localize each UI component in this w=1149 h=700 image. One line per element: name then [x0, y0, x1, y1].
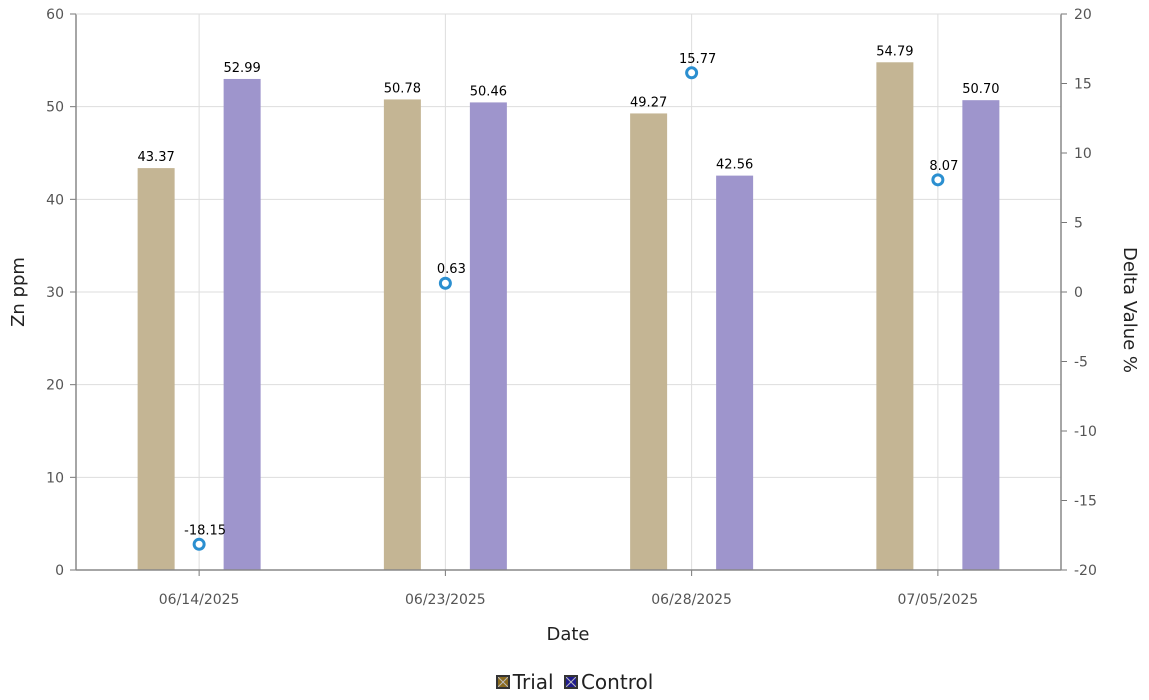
x-tick-label: 07/05/2025: [898, 592, 979, 608]
bar-control: [962, 100, 1000, 571]
x-tick-label: 06/28/2025: [651, 592, 732, 608]
data-label-control: 42.56: [716, 158, 753, 173]
bar-control: [716, 175, 754, 571]
bar-control: [469, 102, 507, 571]
y2-tick-label: -15: [1074, 494, 1097, 510]
y2-tick-label: 15: [1074, 77, 1092, 93]
y-tick-label: 10: [46, 470, 64, 486]
swatch-cross-icon: [565, 677, 576, 687]
delta-point: [192, 537, 206, 551]
y2-axis-title: Delta Value %: [1119, 247, 1140, 373]
y2-tick-label: 20: [1074, 7, 1092, 23]
x-tick-label: 06/14/2025: [159, 592, 240, 608]
y-tick-label: 20: [46, 378, 64, 394]
bar-trial: [630, 113, 668, 570]
y-tick-label: 60: [46, 7, 64, 23]
data-label-trial: 54.79: [876, 44, 913, 59]
legend-label-trial: Trial: [512, 670, 554, 694]
bar-trial: [876, 62, 914, 571]
data-label-control: 52.99: [224, 61, 261, 76]
y-tick-label: 40: [46, 192, 64, 208]
delta-point: [931, 173, 945, 187]
bar-trial: [137, 168, 175, 570]
y-axis-title: Zn ppm: [8, 257, 29, 327]
y-tick-label: 30: [46, 285, 64, 301]
data-label-trial: 43.37: [138, 150, 175, 165]
bar-control: [223, 78, 261, 570]
y-tick-label: 0: [55, 563, 64, 579]
data-label-delta: 0.63: [437, 262, 466, 277]
y2-tick-label: -20: [1074, 563, 1097, 579]
delta-points: [192, 66, 945, 551]
data-label-trial: 50.78: [384, 81, 421, 96]
x-tick-label: 06/23/2025: [405, 592, 486, 608]
y2-tick-label: 5: [1074, 216, 1083, 232]
y-tick-label: 50: [46, 100, 64, 116]
data-label-control: 50.70: [962, 82, 999, 97]
data-label-delta: 8.07: [929, 159, 958, 174]
data-label-delta: 15.77: [679, 52, 716, 67]
legend-swatch-trial: [495, 675, 510, 689]
legend: Trial Control: [0, 670, 1149, 694]
bars: [137, 62, 1000, 571]
data-label-trial: 49.27: [630, 95, 667, 110]
legend-swatch-control: [563, 675, 578, 689]
data-label-delta: -18.15: [184, 523, 226, 538]
swatch-cross-icon: [497, 677, 508, 687]
legend-item-control[interactable]: Control: [563, 670, 654, 694]
delta-point: [438, 276, 452, 290]
y2-tick-label: -10: [1074, 424, 1097, 440]
y2-tick-label: 10: [1074, 146, 1092, 162]
data-labels: 43.37 50.78 49.27 54.79 52.99 50.46 42.56 50.70…: [138, 44, 1000, 538]
x-axis-title: Date: [546, 624, 589, 645]
bar-trial: [383, 99, 421, 571]
data-label-control: 50.46: [470, 84, 507, 99]
y2-tick-label: -5: [1074, 355, 1088, 371]
axes: 0 10 20 30 40 50 60 -20 -15 -10 -5 0 5 10 15 20 06/14/20…: [46, 7, 1097, 608]
legend-label-control: Control: [580, 670, 654, 694]
delta-point: [685, 66, 699, 80]
y2-tick-label: 0: [1074, 285, 1083, 301]
legend-item-trial[interactable]: Trial: [495, 670, 554, 694]
